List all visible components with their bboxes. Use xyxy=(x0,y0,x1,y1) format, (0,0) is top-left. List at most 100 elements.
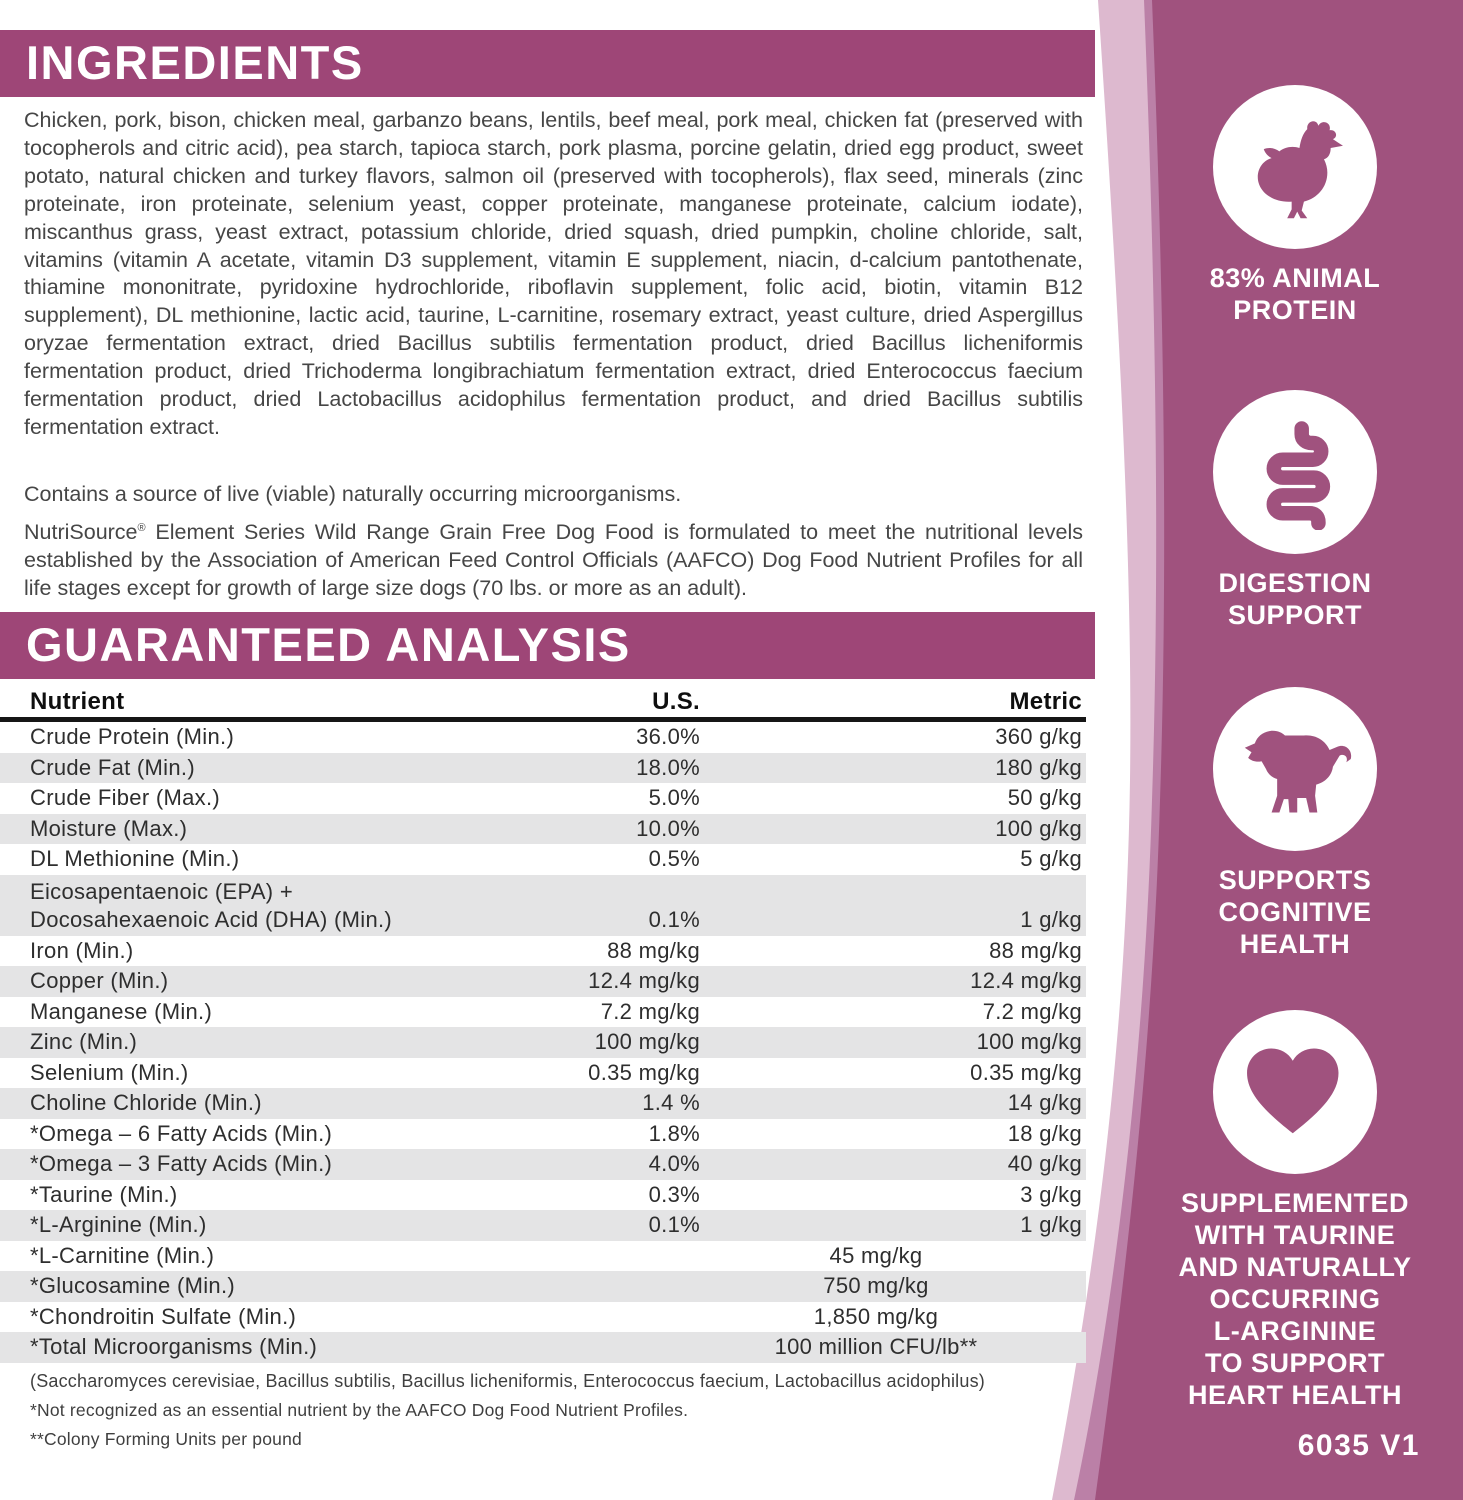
registered-mark: ® xyxy=(137,521,146,534)
merged-value-cell: 100 million CFU/lb** xyxy=(774,1334,978,1360)
table-row: *L-Carnitine (Min.) 45 mg/kg xyxy=(0,1241,1086,1272)
chicken-icon xyxy=(1257,121,1343,219)
metric-value-cell: 50 g/kg xyxy=(1007,785,1082,811)
merged-value-cell: 45 mg/kg xyxy=(829,1242,923,1268)
table-row: *Omega – 6 Fatty Acids (Min.) 1.8% 18 g/kg xyxy=(0,1119,1086,1150)
metric-value-cell: 5 g/kg xyxy=(1020,846,1082,872)
badge-circle xyxy=(1213,85,1377,249)
guaranteed-analysis-table: Nutrient U.S. Metric Crude Protein (Min.… xyxy=(0,686,1086,1363)
table-row: Crude Fiber (Max.) 5.0% 50 g/kg xyxy=(0,783,1086,814)
metric-value-cell: 3 g/kg xyxy=(1020,1181,1082,1207)
heart-icon xyxy=(1247,1048,1339,1134)
us-value-cell: 100 mg/kg xyxy=(594,1029,700,1055)
metric-value-cell: 14 g/kg xyxy=(1007,1090,1082,1116)
aafco-statement-text: Element Series Wild Range Grain Free Dog… xyxy=(24,520,1083,600)
nutrient-cell: *Total Microorganisms (Min.) xyxy=(30,1334,318,1360)
us-value-cell: 1.4 % xyxy=(642,1090,700,1116)
nutrient-cell: *Omega – 3 Fatty Acids (Min.) xyxy=(30,1151,333,1177)
ingredients-text: Chicken, pork, bison, chicken meal, garb… xyxy=(24,108,1083,439)
table-row: Zinc (Min.) 100 mg/kg 100 mg/kg xyxy=(0,1027,1086,1058)
table-row: Iron (Min.) 88 mg/kg 88 mg/kg xyxy=(0,936,1086,967)
metric-value-cell: 1 g/kg xyxy=(1020,906,1082,932)
table-row: Manganese (Min.) 7.2 mg/kg 7.2 mg/kg xyxy=(0,997,1086,1028)
column-header-us: U.S. xyxy=(652,687,700,715)
nutrient-cell: *Omega – 6 Fatty Acids (Min.) xyxy=(30,1120,333,1146)
badge-label: SUPPORTS COGNITIVE HEALTH xyxy=(1218,865,1372,959)
us-value-cell: 7.2 mg/kg xyxy=(600,998,700,1024)
metric-value-cell: 88 mg/kg xyxy=(989,937,1082,963)
badge-label: SUPPLEMENTED WITH TAURINE AND NATURALLY … xyxy=(1178,1188,1412,1410)
column-header-nutrient: Nutrient xyxy=(30,687,125,715)
us-value-cell: 5.0% xyxy=(648,785,700,811)
metric-value-cell: 12.4 mg/kg xyxy=(970,968,1082,994)
nutrient-cell: *Taurine (Min.) xyxy=(30,1181,178,1207)
nutrient-cell: Copper (Min.) xyxy=(30,968,169,994)
ingredients-header-bar: INGREDIENTS xyxy=(0,30,1095,97)
us-value-cell: 0.3% xyxy=(648,1181,700,1207)
version-code: 6035 V1 xyxy=(1297,1429,1420,1462)
nutrient-cell: DL Methionine (Min.) xyxy=(30,846,240,872)
metric-value-cell: 0.35 mg/kg xyxy=(970,1059,1082,1085)
us-value-cell: 0.35 mg/kg xyxy=(588,1059,700,1085)
nutrient-cell: Eicosapentaenoic (EPA) + Docosahexaenoic… xyxy=(30,878,393,932)
table-row: Selenium (Min.) 0.35 mg/kg 0.35 mg/kg xyxy=(0,1058,1086,1089)
us-value-cell: 4.0% xyxy=(648,1151,700,1177)
us-value-cell: 36.0% xyxy=(636,724,700,750)
digestion-icon xyxy=(1266,421,1331,530)
us-value-cell: 0.5% xyxy=(648,846,700,872)
badge-circle xyxy=(1213,1010,1377,1174)
footnote: *Not recognized as an essential nutrient… xyxy=(30,1400,689,1420)
aafco-statement: NutriSource® Element Series Wild Range G… xyxy=(24,519,1083,603)
footnotes: (Saccharomyces cerevisiae, Bacillus subt… xyxy=(30,1371,1080,1458)
us-value-cell: 1.8% xyxy=(648,1120,700,1146)
merged-value-cell: 750 mg/kg xyxy=(823,1273,929,1299)
table-row: Crude Fat (Min.) 18.0% 180 g/kg xyxy=(0,752,1086,783)
us-value-cell: 10.0% xyxy=(636,815,700,841)
us-value-cell: 18.0% xyxy=(636,754,700,780)
table-row: *Glucosamine (Min.) 750 mg/kg xyxy=(0,1271,1086,1302)
table-row: Crude Protein (Min.) 36.0% 360 g/kg xyxy=(0,722,1086,753)
column-header-metric: Metric xyxy=(1009,687,1082,715)
us-value-cell: 0.1% xyxy=(648,1212,700,1238)
table-body: Crude Protein (Min.) 36.0% 360 g/kg Crude F… xyxy=(0,722,1086,1363)
nutrient-cell: *L-Carnitine (Min.) xyxy=(30,1242,215,1268)
metric-value-cell: 100 mg/kg xyxy=(976,1029,1082,1055)
footnote: (Saccharomyces cerevisiae, Bacillus subt… xyxy=(30,1371,985,1391)
sidebar-badge: SUPPORTS COGNITIVE HEALTH xyxy=(1140,687,1450,960)
table-row: *Taurine (Min.) 0.3% 3 g/kg xyxy=(0,1180,1086,1211)
table-row: DL Methionine (Min.) 0.5% 5 g/kg xyxy=(0,844,1086,875)
table-row: *Omega – 3 Fatty Acids (Min.) 4.0% 40 g/kg xyxy=(0,1149,1086,1180)
nutrient-cell: Crude Protein (Min.) xyxy=(30,724,235,750)
puppy-icon xyxy=(1244,730,1352,813)
table-row: Eicosapentaenoic (EPA) + Docosahexaenoic… xyxy=(0,874,1086,936)
nutrient-cell: Zinc (Min.) xyxy=(30,1029,138,1055)
analysis-title: GUARANTEED ANALYSIS xyxy=(26,618,631,671)
metric-value-cell: 40 g/kg xyxy=(1007,1151,1082,1177)
badge-circle xyxy=(1213,390,1377,554)
sidebar-badge: DIGESTION SUPPORT xyxy=(1140,390,1450,631)
nutrient-cell: Crude Fiber (Max.) xyxy=(30,785,220,811)
us-value-cell: 0.1% xyxy=(648,906,700,932)
us-value-cell: 12.4 mg/kg xyxy=(588,968,700,994)
metric-value-cell: 18 g/kg xyxy=(1007,1120,1082,1146)
nutrient-cell: *Chondroitin Sulfate (Min.) xyxy=(30,1303,297,1329)
nutrient-cell: Manganese (Min.) xyxy=(30,998,213,1024)
us-value-cell: 88 mg/kg xyxy=(607,937,700,963)
table-row: *Total Microorganisms (Min.) 100 million … xyxy=(0,1332,1086,1363)
merged-value-cell: 1,850 mg/kg xyxy=(813,1303,939,1329)
nutrient-cell: *L-Arginine (Min.) xyxy=(30,1212,207,1238)
sidebar-badge: SUPPLEMENTED WITH TAURINE AND NATURALLY … xyxy=(1140,1010,1450,1411)
metric-value-cell: 100 g/kg xyxy=(995,815,1082,841)
badge-label: 83% ANIMAL PROTEIN xyxy=(1209,263,1381,325)
table-row: Moisture (Max.) 10.0% 100 g/kg xyxy=(0,813,1086,844)
badge-circle xyxy=(1213,687,1377,851)
analysis-header-bar: GUARANTEED ANALYSIS xyxy=(0,612,1095,679)
contains-statement: Contains a source of live (viable) natur… xyxy=(24,482,682,506)
ingredients-title: INGREDIENTS xyxy=(26,36,364,89)
metric-value-cell: 1 g/kg xyxy=(1020,1212,1082,1238)
metric-value-cell: 180 g/kg xyxy=(995,754,1082,780)
nutrient-cell: Iron (Min.) xyxy=(30,937,134,963)
badge-label: DIGESTION SUPPORT xyxy=(1218,568,1372,630)
brand-name: NutriSource xyxy=(24,520,138,544)
